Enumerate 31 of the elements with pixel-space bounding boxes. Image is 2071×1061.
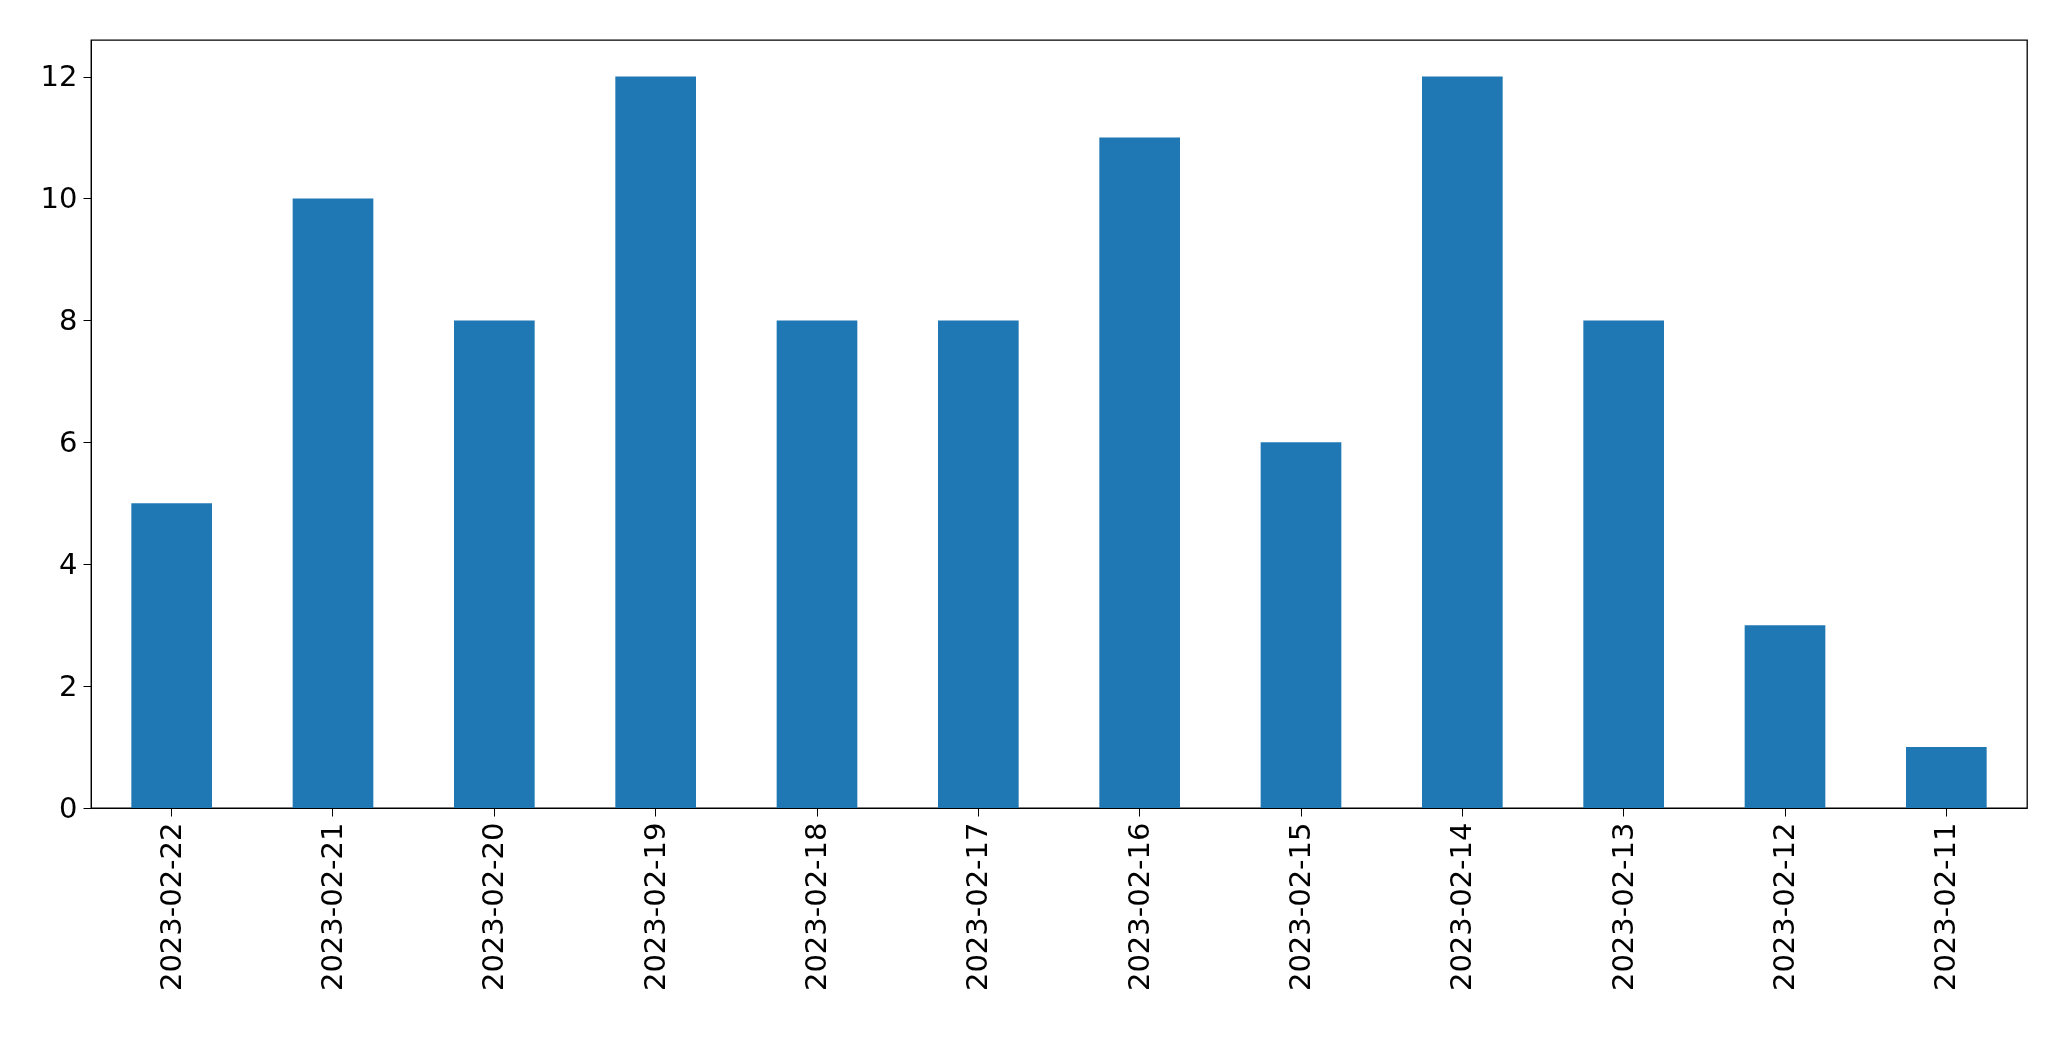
y-tick-label: 10 — [40, 180, 78, 215]
bar — [776, 320, 858, 808]
x-tick-label: 2023-02-20 — [476, 822, 511, 992]
bar — [1744, 625, 1826, 808]
bar — [1422, 76, 1503, 808]
x-tick-label: 2023-02-22 — [153, 822, 188, 992]
bar — [1906, 747, 1987, 808]
y-tick-label: 0 — [59, 790, 78, 825]
bar — [1260, 442, 1342, 808]
x-tick-label: 2023-02-18 — [799, 822, 833, 992]
bar — [131, 503, 212, 808]
bar — [292, 198, 374, 808]
x-tick-label: 2023-02-16 — [1121, 822, 1156, 992]
bar — [615, 76, 696, 808]
y-tick-label: 2 — [59, 668, 78, 703]
x-tick-label: 2023-02-14 — [1444, 822, 1479, 992]
y-tick-label: 6 — [59, 424, 78, 459]
y-tick-label: 4 — [59, 546, 78, 581]
x-tick-label: 2023-02-13 — [1605, 822, 1640, 992]
x-tick-label: 2023-02-11 — [1928, 822, 1963, 992]
bar — [1099, 137, 1180, 808]
x-tick-label: 2023-02-19 — [637, 822, 672, 992]
x-tick-label: 2023-02-17 — [960, 822, 995, 992]
bar — [1583, 320, 1664, 808]
bar — [938, 320, 1019, 808]
x-tick-label: 2023-02-15 — [1283, 822, 1317, 992]
y-tick-label: 8 — [59, 302, 78, 337]
x-tick-label: 2023-02-21 — [315, 822, 349, 992]
x-tick-label: 2023-02-12 — [1767, 822, 1801, 992]
bar — [454, 320, 535, 808]
y-tick-label: 12 — [40, 59, 78, 94]
